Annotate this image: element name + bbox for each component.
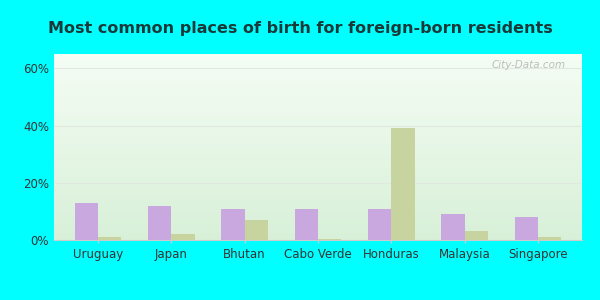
Bar [221,208,245,240]
Text: City-Data.com: City-Data.com [492,60,566,70]
Bar [172,234,195,240]
Bar [98,237,121,240]
Bar [245,220,268,240]
Bar [391,128,415,240]
Bar [318,238,341,240]
Bar [295,208,318,240]
Bar [74,203,98,240]
Bar [538,237,562,240]
Bar [148,206,172,240]
Bar [368,208,391,240]
Bar [515,217,538,240]
Bar [441,214,464,240]
Text: Most common places of birth for foreign-born residents: Most common places of birth for foreign-… [47,21,553,36]
Bar [464,231,488,240]
